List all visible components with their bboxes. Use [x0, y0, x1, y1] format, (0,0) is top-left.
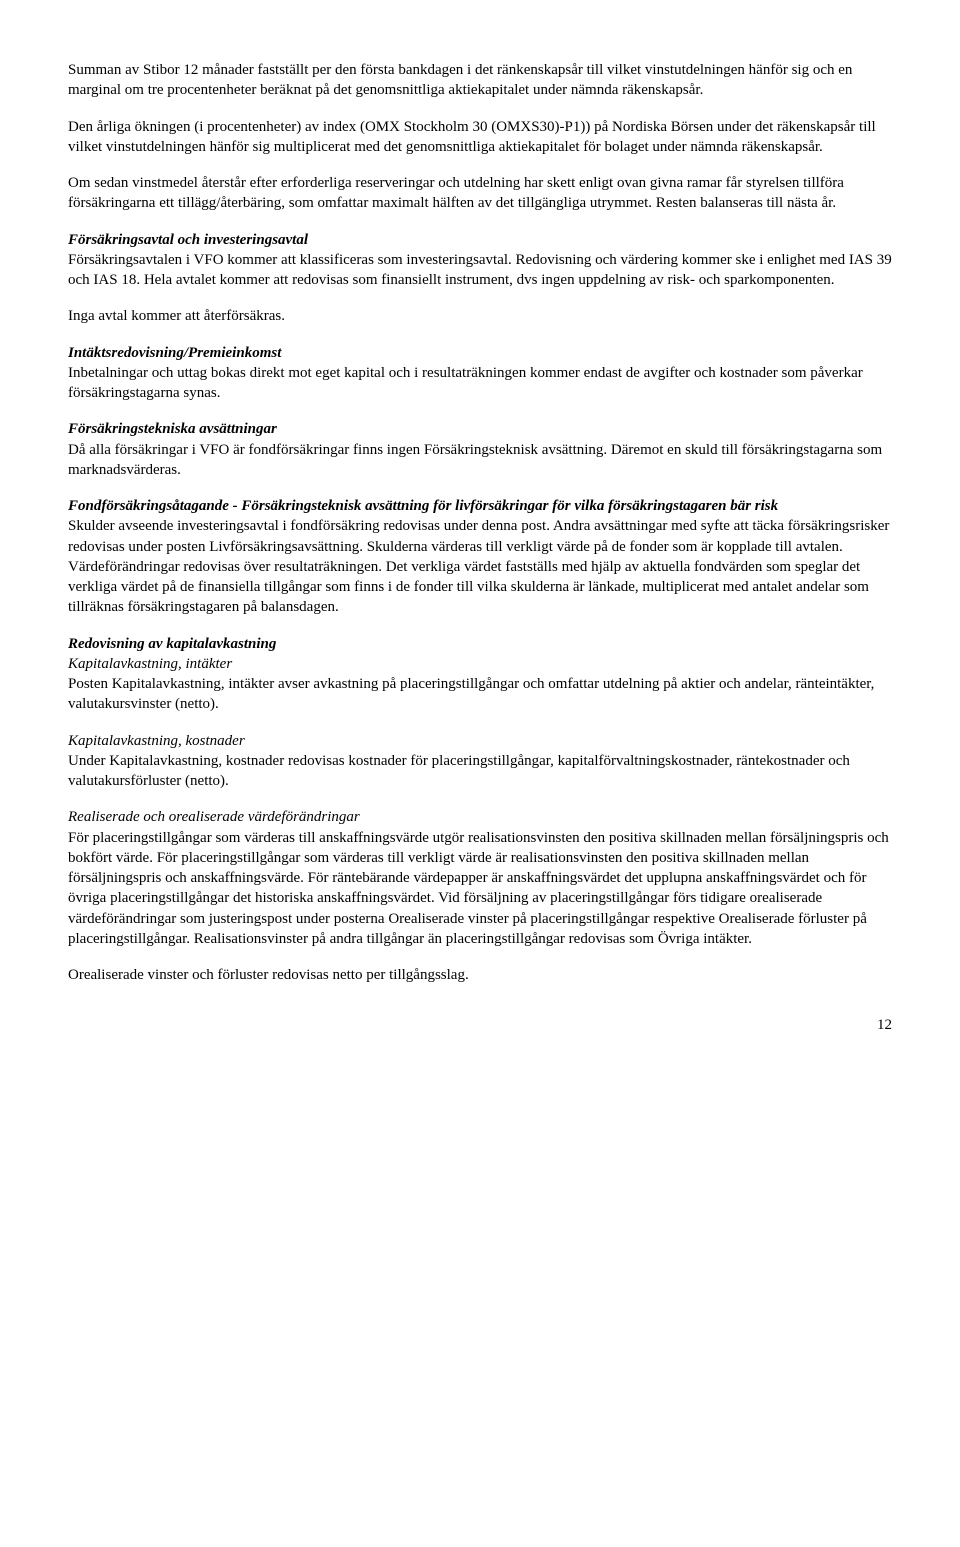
- paragraph: Inga avtal kommer att återförsäkras.: [68, 306, 892, 326]
- section-body: Försäkringsavtalen i VFO kommer att klas…: [68, 250, 892, 291]
- subsection-kapitalavkastning-kostnader: Kapitalavkastning, kostnader Under Kapit…: [68, 731, 892, 792]
- paragraph: Den årliga ökningen (i procentenheter) a…: [68, 117, 892, 158]
- section-body: För placeringstillgångar som värderas ti…: [68, 828, 892, 950]
- section-body: Då alla försäkringar i VFO är fondförsäk…: [68, 440, 892, 481]
- section-body: Skulder avseende investeringsavtal i fon…: [68, 516, 892, 617]
- page-number: 12: [68, 1015, 892, 1035]
- paragraph: Summan av Stibor 12 månader fastställt p…: [68, 60, 892, 101]
- paragraph: Om sedan vinstmedel återstår efter erfor…: [68, 173, 892, 214]
- section-heading: Försäkringsavtal och investeringsavtal: [68, 230, 892, 250]
- subsection-realiserade: Realiserade och orealiserade värdeföränd…: [68, 807, 892, 949]
- section-body: Posten Kapitalavkastning, intäkter avser…: [68, 674, 892, 715]
- section-forsakringstekniska: Försäkringstekniska avsättningar Då alla…: [68, 419, 892, 480]
- section-fondforsakringsatagande: Fondförsäkringsåtagande - Försäkringstek…: [68, 496, 892, 618]
- section-redovisning-kapitalavkastning: Redovisning av kapitalavkastning Kapital…: [68, 634, 892, 715]
- subsection-heading: Realiserade och orealiserade värdeföränd…: [68, 807, 892, 827]
- section-heading: Försäkringstekniska avsättningar: [68, 419, 892, 439]
- section-body: Inbetalningar och uttag bokas direkt mot…: [68, 363, 892, 404]
- paragraph: Orealiserade vinster och förluster redov…: [68, 965, 892, 985]
- section-heading: Fondförsäkringsåtagande - Försäkringstek…: [68, 496, 892, 516]
- section-forsakringsavtal: Försäkringsavtal och investeringsavtal F…: [68, 230, 892, 291]
- section-intaktsredovisning: Intäktsredovisning/Premieinkomst Inbetal…: [68, 343, 892, 404]
- section-heading: Redovisning av kapitalavkastning: [68, 634, 892, 654]
- subsection-heading: Kapitalavkastning, intäkter: [68, 654, 892, 674]
- section-heading: Intäktsredovisning/Premieinkomst: [68, 343, 892, 363]
- subsection-heading: Kapitalavkastning, kostnader: [68, 731, 892, 751]
- section-body: Under Kapitalavkastning, kostnader redov…: [68, 751, 892, 792]
